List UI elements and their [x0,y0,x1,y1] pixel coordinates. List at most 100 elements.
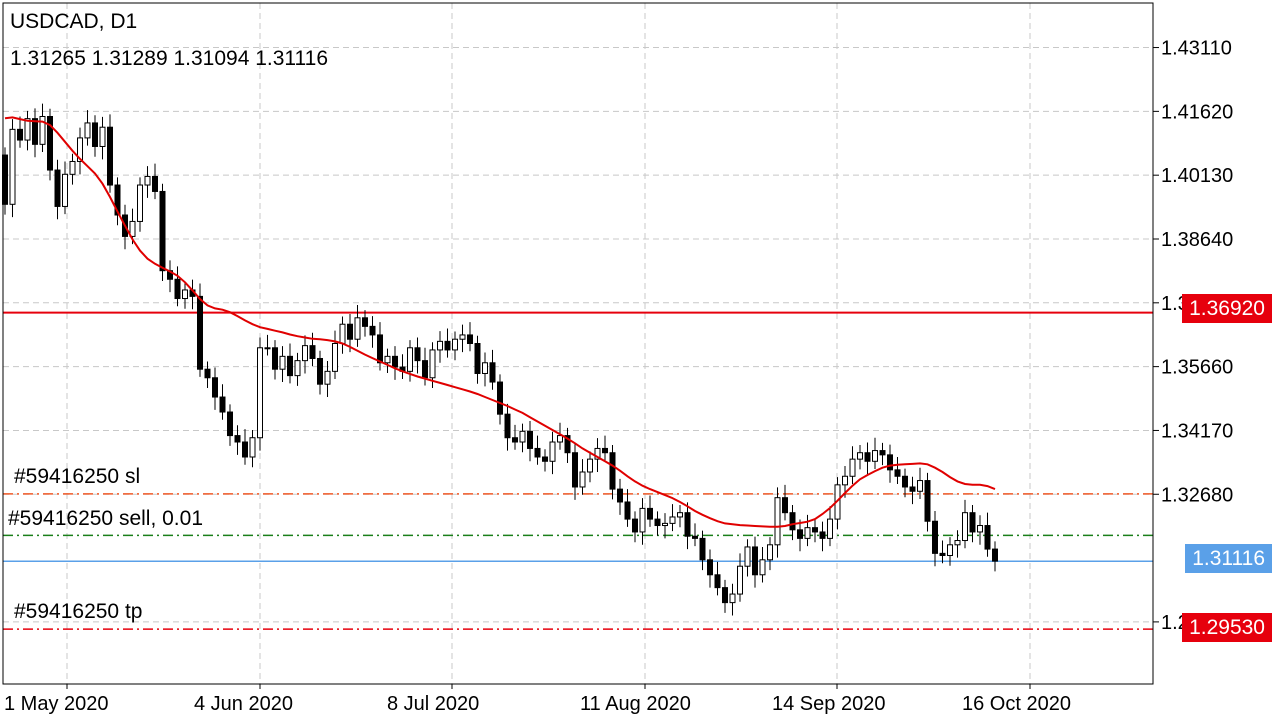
candle-body [302,345,308,362]
candle-body [992,548,998,562]
candle-body [932,520,938,554]
chart-frame [2,2,1154,685]
candle-body [767,544,773,561]
candle-body [984,525,991,550]
candle-body [699,537,706,561]
candle-body [32,118,38,145]
candle-body [249,437,256,458]
candle-body [692,535,698,539]
price-tick-label: 1.32680 [1161,484,1233,506]
candle-body [519,430,526,443]
tp-price-tag: 1.29530 [1182,613,1272,642]
candle-body [789,512,796,531]
candle-body [332,343,338,372]
candle-body [549,441,556,462]
candle-body [294,360,301,377]
candle-body [534,447,541,458]
candle-body [752,546,758,576]
candle-body [459,334,466,340]
candle-body [744,546,751,567]
candle-body [902,475,908,488]
candle-body [647,507,653,520]
candle-body [489,362,496,383]
candle-body [572,452,578,488]
time-axis: 1 May 2020 4 Jun 2020 8 Jul 2020 11 Aug 202… [4,684,1071,715]
time-tick-label: 11 Aug 2020 [580,693,691,715]
chart-grid [3,3,1153,684]
candle-body [219,396,226,413]
sl-order-label: #59416250 sl [14,465,140,488]
candle-body [422,360,428,379]
price-tick-label: 1.40130 [1161,165,1233,187]
candle-body [504,413,511,439]
candle-body [159,190,166,272]
candle-body [557,435,563,443]
candle-body [62,173,68,207]
candle-body [69,160,76,175]
candle-body [39,116,46,145]
candle-body [392,355,398,368]
price-tick-label: 1.43110 [1161,38,1232,60]
candle-body [542,456,548,462]
candle-body [714,574,721,589]
candle-body [677,512,683,518]
candle-body [639,507,646,533]
candles [2,103,998,616]
candle-body [444,340,451,351]
candle-body [204,368,211,379]
candle-body [197,295,203,370]
candle-body [17,128,23,141]
candle-body [242,441,248,458]
candle-body [842,475,848,486]
candle-body [602,447,608,454]
candle-body [272,347,278,370]
candle-body [707,559,713,576]
candle-body [512,437,518,443]
tp-order-label: #59416250 tp [14,600,142,623]
candle-body [684,512,691,537]
candle-body [947,544,953,557]
candle-body [669,516,676,524]
candle-body [129,220,136,237]
candle-body [287,355,293,377]
candle-body [99,126,106,147]
resistance-price-tag: 1.36920 [1182,294,1272,323]
price-tick-label: 1.41620 [1161,101,1233,123]
candle-body [624,501,631,520]
candle-body [617,488,623,503]
candle-body [924,480,931,522]
candle-body [654,518,661,527]
candle-body [384,355,391,364]
order-lines [3,311,1153,630]
time-tick-label: 4 Jun 2020 [194,693,293,715]
candle-body [722,587,728,604]
symbol-title: USDCAD, D1 [10,10,138,33]
candle-body [182,289,188,300]
candle-body [872,450,878,462]
candle-body [527,430,533,449]
candle-body [414,347,421,362]
candle-body [234,435,241,443]
candle-body [969,512,976,533]
candle-body [24,118,31,141]
candle-body [894,469,901,477]
candle-body [452,338,458,351]
candle-body [9,128,16,205]
candle-body [227,411,233,437]
candle-body [347,323,353,340]
time-tick-label: 8 Jul 2020 [387,693,479,715]
candle-body [377,334,383,364]
bid-price-tag: 1.31116 [1185,544,1272,573]
candle-body [587,458,593,473]
candle-body [324,370,331,385]
candle-body [482,362,488,374]
price-tick-label: 1.35660 [1161,357,1233,379]
candle-body [879,450,886,456]
candle-body [939,552,946,557]
candle-body [609,452,616,490]
candle-body [362,317,368,327]
candle-body [579,471,586,488]
candle-body [759,559,766,576]
candle-body [279,355,286,370]
